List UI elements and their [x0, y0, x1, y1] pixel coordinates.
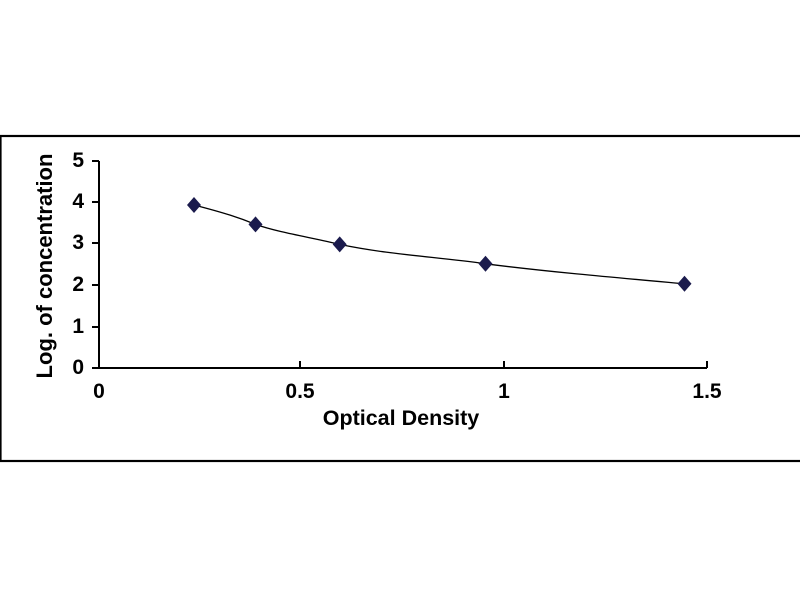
svg-text:2: 2 [72, 273, 84, 296]
svg-text:0: 0 [72, 356, 84, 379]
svg-text:3: 3 [72, 231, 84, 254]
svg-text:1: 1 [498, 380, 510, 403]
svg-text:1: 1 [72, 315, 84, 338]
svg-text:Optical Density: Optical Density [323, 406, 480, 430]
svg-text:0: 0 [93, 380, 105, 403]
svg-text:0.5: 0.5 [285, 380, 315, 403]
svg-text:1.5: 1.5 [692, 380, 722, 403]
svg-text:5: 5 [72, 149, 84, 172]
svg-text:4: 4 [72, 190, 84, 213]
svg-text:Log. of concentration: Log. of concentration [32, 154, 57, 379]
